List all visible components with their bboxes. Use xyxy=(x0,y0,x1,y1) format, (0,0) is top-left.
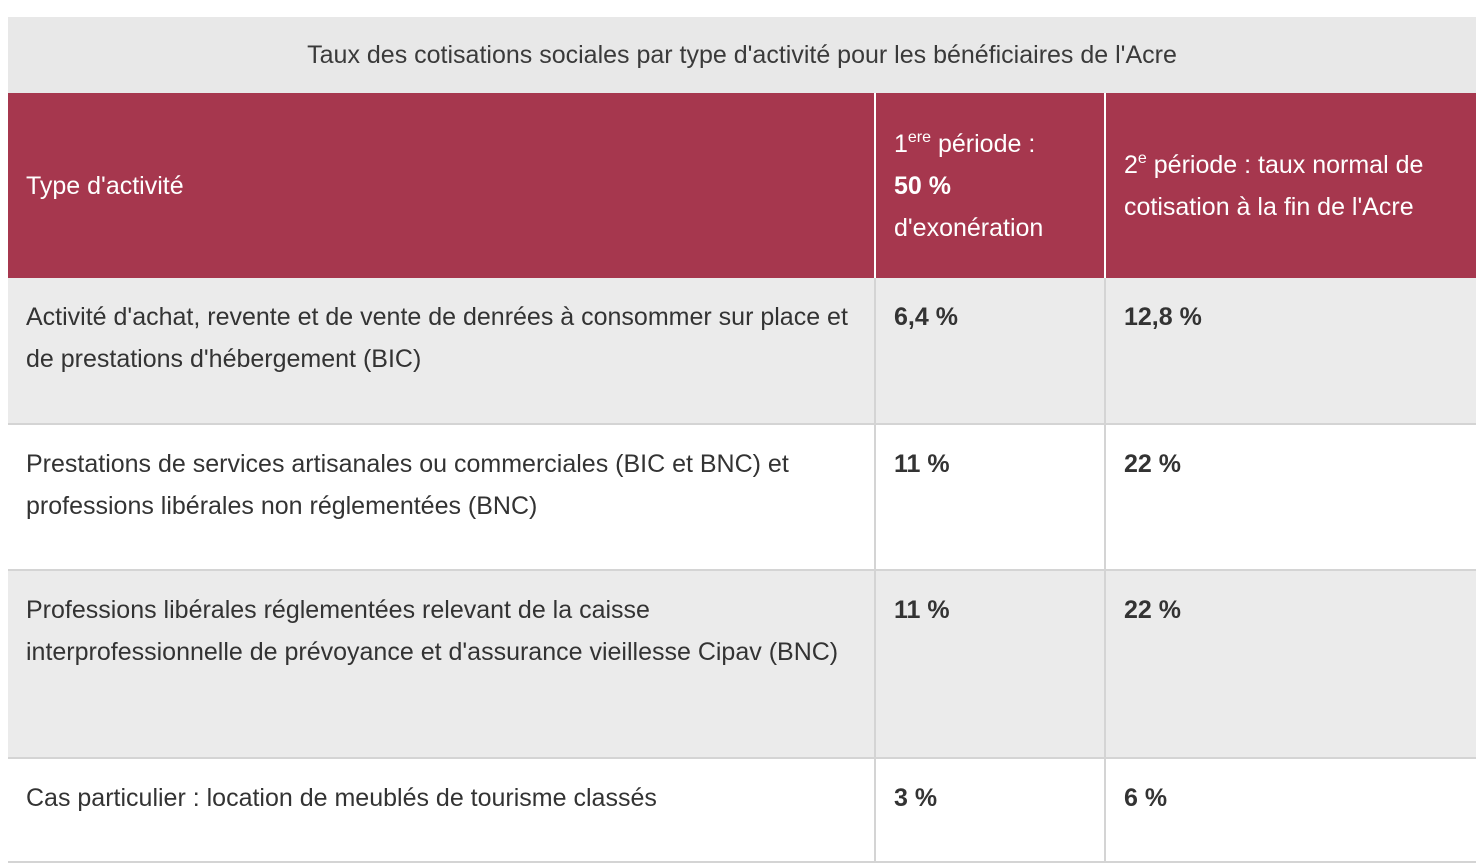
cell: Cas particulier : location de meublés de… xyxy=(8,758,875,863)
header-text: période : xyxy=(937,129,1036,158)
cell: 22 % xyxy=(1104,570,1476,759)
cell: 11 % xyxy=(874,570,1105,759)
cell: Activité d'achat, revente et de vente de… xyxy=(8,278,875,425)
cell: Prestations de services artisanales ou c… xyxy=(8,424,875,571)
row: Professions libérales réglementées relev… xyxy=(8,570,1476,759)
cell: 6,4 % xyxy=(874,278,1105,425)
header-number: 1 xyxy=(894,129,908,158)
cell: 3 % xyxy=(874,758,1105,863)
header-text: d'exonération xyxy=(894,213,1044,242)
header-cell: Type d'activité xyxy=(8,93,875,278)
header-number: 2 xyxy=(1124,150,1138,179)
header-cell: 2e période : taux normal de cotisation à… xyxy=(1104,93,1476,278)
header-rate: 50 % xyxy=(894,171,951,200)
row: Cas particulier : location de meublés de… xyxy=(8,758,1476,863)
cell: 6 % xyxy=(1104,758,1476,863)
cell: 22 % xyxy=(1104,424,1476,571)
cell: 11 % xyxy=(874,424,1105,571)
header-sup: e xyxy=(1137,149,1147,167)
table: Type d'activité 1ere période : 50 % d'exon… xyxy=(8,93,1476,863)
header-cell: 1ere période : 50 % d'exonération xyxy=(874,93,1105,278)
header-text: période : taux normal de cotisation à la… xyxy=(1124,150,1424,221)
cell: Professions libérales réglementées relev… xyxy=(8,570,875,759)
header-row: Type d'activité 1ere période : 50 % d'exon… xyxy=(8,93,1476,278)
row: Activité d'achat, revente et de vente de… xyxy=(8,278,1476,425)
header-sup: ere xyxy=(907,128,932,146)
header-text: Type d'activité xyxy=(26,171,184,200)
cell: 12,8 % xyxy=(1104,278,1476,425)
table-container: Taux des cotisations sociales par type d… xyxy=(8,17,1476,863)
table-caption: Taux des cotisations sociales par type d… xyxy=(8,17,1476,93)
row: Prestations de services artisanales ou c… xyxy=(8,424,1476,571)
